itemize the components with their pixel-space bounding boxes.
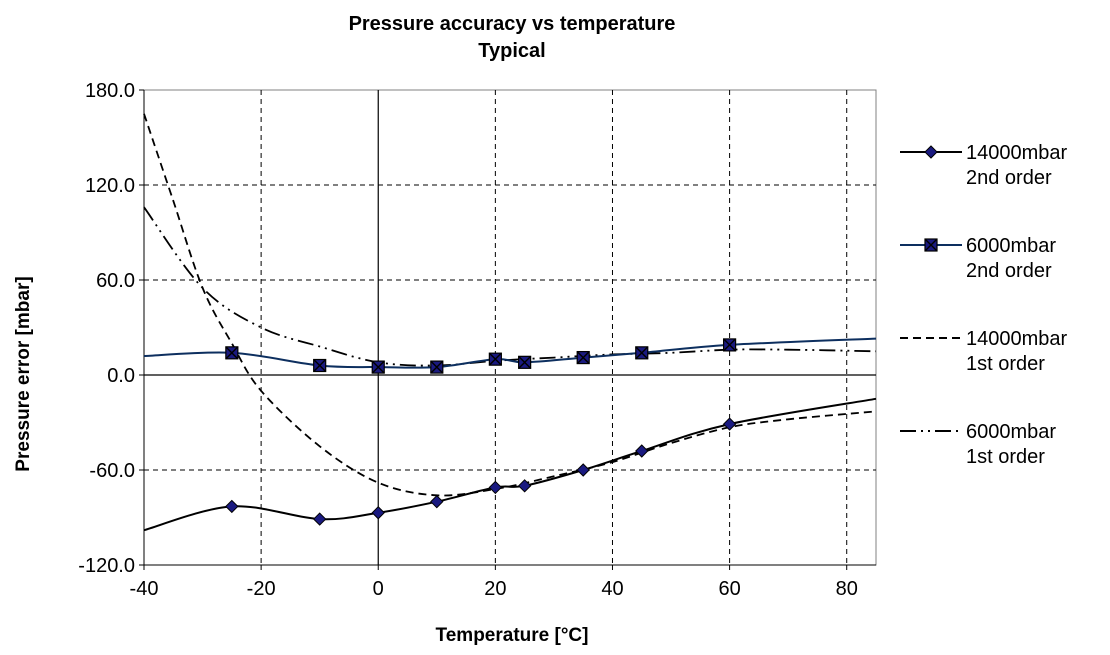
series-point (576, 350, 590, 365)
marker-cross (430, 360, 444, 374)
series-1 (143, 337, 877, 374)
series-point (722, 417, 737, 431)
series-point (430, 494, 444, 509)
legend-label: 1st order (966, 446, 1045, 468)
x-tick-label: 60 (718, 578, 740, 600)
x-tick-label: 80 (836, 578, 858, 600)
legend-label: 14000mbar (966, 142, 1068, 164)
y-tick-label: -120.0 (78, 555, 135, 577)
legend-label: 6000mbar (966, 421, 1056, 443)
series-point (576, 463, 590, 477)
marker-cross (488, 352, 502, 366)
series-point (225, 499, 239, 514)
x-axis-title: Temperature [°C] (436, 625, 589, 646)
series-point (518, 355, 532, 369)
zero-axes (143, 90, 876, 566)
chart-subtitle: Typical (478, 40, 545, 62)
series-point (488, 480, 503, 495)
series-point (488, 352, 502, 366)
grid-lines (144, 90, 876, 565)
series-point (225, 346, 239, 360)
marker-cross (371, 360, 385, 374)
legend-entry-3: 6000mbar 1st order (900, 421, 1056, 468)
series-point (371, 360, 385, 374)
y-tick-label: 0.0 (107, 365, 135, 387)
plot-border (143, 89, 877, 566)
series-point (635, 346, 649, 360)
y-tick-label: 60.0 (96, 270, 135, 292)
y-tick-label: 120.0 (85, 175, 135, 197)
legend-label: 2nd order (966, 167, 1052, 189)
series-point (312, 512, 327, 526)
tick-labels: -40 -20 0 20 40 60 80 -120.0 -60.0 0.0 60.0 120.0 18… (78, 80, 858, 600)
x-tick-label: 40 (601, 578, 623, 600)
legend-swatch-marker (924, 238, 938, 252)
x-tick-label: 0 (373, 578, 384, 600)
legend-entry-2: 14000mbar 1st order (900, 328, 1068, 375)
legend-label: 6000mbar (966, 235, 1056, 257)
series-point (635, 444, 649, 458)
legend-entry-1: 6000mbar 2nd order (900, 235, 1056, 282)
series-point (313, 358, 327, 373)
x-tick-label: 20 (484, 578, 506, 600)
x-tick-label: -40 (130, 578, 159, 600)
series-layer (143, 113, 877, 532)
marker-cross (225, 346, 239, 360)
marker-cross (313, 359, 327, 372)
series-point (371, 506, 385, 520)
x-tick-label: -20 (247, 578, 276, 600)
series-0 (143, 397, 877, 532)
marker-cross (635, 346, 649, 360)
legend-label: 1st order (966, 353, 1045, 375)
y-tick-label: 180.0 (85, 80, 135, 102)
plot-area (143, 89, 877, 566)
y-tick-label: -60.0 (89, 460, 135, 482)
series-point (430, 360, 444, 374)
legend-swatch-marker (924, 145, 938, 159)
series-point (517, 479, 532, 493)
legend-label: 2nd order (966, 260, 1052, 282)
marker-cross (518, 355, 532, 369)
marker-cross (576, 351, 590, 365)
y-axis-title: Pressure error [mbar] (13, 276, 34, 471)
marker-cross (924, 238, 938, 252)
marker-cross (723, 338, 737, 352)
chart-title: Pressure accuracy vs temperature (349, 13, 676, 35)
series-point (722, 338, 737, 352)
legend-label: 14000mbar (966, 328, 1068, 350)
legend-entry-0: 14000mbar 2nd order (900, 142, 1068, 189)
